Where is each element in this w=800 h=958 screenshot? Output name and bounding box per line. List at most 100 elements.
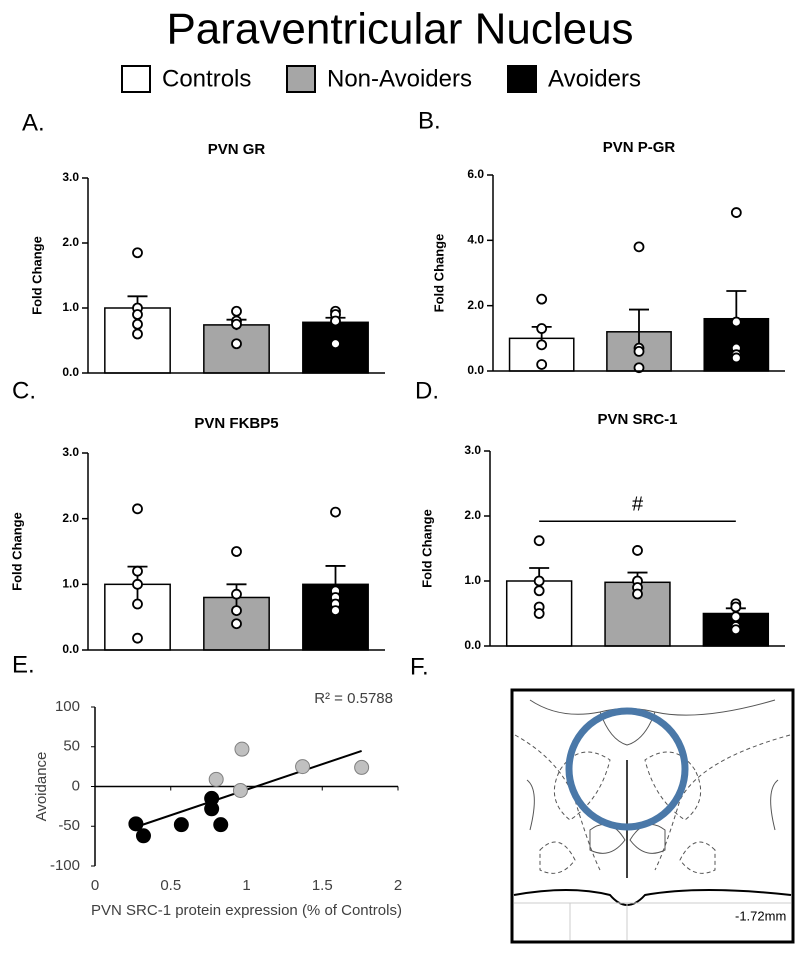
y-tick-label: 6.0 [467,167,484,181]
data-point [132,247,143,259]
data-point [632,588,643,600]
data-point [730,601,742,613]
atlas: -1.72mm [510,688,795,944]
data-point [208,771,224,787]
data-point [730,611,742,623]
data-point [231,588,242,600]
y-tick-label: 0.0 [62,642,79,656]
data-point [730,207,742,218]
y-tick-label: 0.0 [62,365,79,379]
panel-letter: C. [12,377,36,404]
data-point [533,608,545,619]
y-tick-label: 1.0 [62,577,79,591]
data-point [536,359,548,370]
data-point [730,316,742,328]
y-tick-label: 0 [72,777,80,794]
data-point [231,305,242,317]
x-tick-label: 1.5 [312,877,333,894]
legend-swatch [507,65,537,93]
data-point [128,816,144,832]
data-point [536,293,548,305]
legend-label: Non-Avoiders [327,65,472,92]
y-axis-label: Fold Change [29,236,44,315]
data-point [132,578,143,590]
atlas-frame [510,688,795,944]
legend-swatch [286,65,316,93]
x-tick-label: 1 [242,877,250,894]
x-tick-label: 0 [91,877,99,894]
chart-title: PVN SRC-1 [597,411,677,428]
x-tick-label: 0.5 [160,877,181,894]
data-point [231,546,242,557]
data-point [633,345,645,357]
x-tick-label: 2 [394,877,402,894]
data-point [330,338,341,350]
data-point [330,605,341,616]
data-point [232,782,248,798]
panel-letter: D. [415,377,439,404]
data-point [231,618,242,630]
data-point [536,323,548,334]
data-point [632,545,643,556]
data-point [533,585,545,597]
data-point [354,759,370,775]
y-axis-label: Fold Change [431,234,446,313]
data-point [173,817,189,833]
y-tick-label: 2.0 [464,508,481,522]
data-point [132,503,143,515]
data-point [135,828,151,844]
chart-title: PVN GR [208,141,266,158]
data-point [730,624,742,636]
panel-letter: B. [418,107,441,134]
data-point [633,241,645,253]
data-point [213,817,229,833]
data-point [231,318,242,330]
y-tick-label: 50 [63,738,80,755]
atlas-label: -1.72mm [735,908,786,923]
data-point [533,575,545,587]
y-axis-label: Fold Change [9,512,24,591]
y-tick-label: -50 [58,817,80,834]
y-tick-label: 3.0 [62,445,79,459]
chart-title: PVN FKBP5 [194,415,278,432]
panel-letter: F. [410,653,429,680]
figure-title: Paraventricular Nucleus [166,5,633,54]
chart-title: PVN P-GR [603,139,676,156]
region-circle [565,707,689,831]
data-point [536,339,548,351]
y-tick-label: 0.0 [467,363,484,377]
data-point [231,338,242,350]
data-point [330,315,341,327]
panel-letter: E. [12,651,35,678]
significance-label: # [632,493,644,515]
y-tick-label: 2.0 [62,235,79,249]
data-point [204,801,220,817]
y-tick-label: 4.0 [467,233,484,247]
x-axis-label: PVN SRC-1 protein expression (% of Contr… [91,902,402,919]
legend-label: Controls [162,65,251,92]
y-tick-label: 1.0 [464,573,481,587]
y-tick-label: 100 [55,698,80,715]
y-tick-label: 0.0 [464,638,481,652]
y-tick-label: 3.0 [62,170,79,184]
y-axis-label: Avoidance [33,752,50,822]
x-axis-label-box: PVN SRC-1 protein expression (% of Contr… [91,902,402,919]
data-point [533,535,545,547]
data-point [132,598,143,610]
y-axis-label: Fold Change [419,509,434,588]
data-point [132,328,143,340]
y-tick-label: 2.0 [62,511,79,525]
data-point [132,565,143,577]
r-squared: R² = 0.5788 [314,690,393,707]
legend-swatch [121,65,151,93]
legend-label: Avoiders [548,65,641,92]
y-tick-label: 2.0 [467,298,484,312]
data-point [295,759,311,775]
y-tick-label: 1.0 [62,300,79,314]
data-point [132,632,143,644]
data-point [330,506,341,518]
y-tick-label: 3.0 [464,443,481,457]
y-tick-label: -100 [50,857,80,874]
data-point [231,605,242,616]
panel-letter: A. [22,109,45,136]
